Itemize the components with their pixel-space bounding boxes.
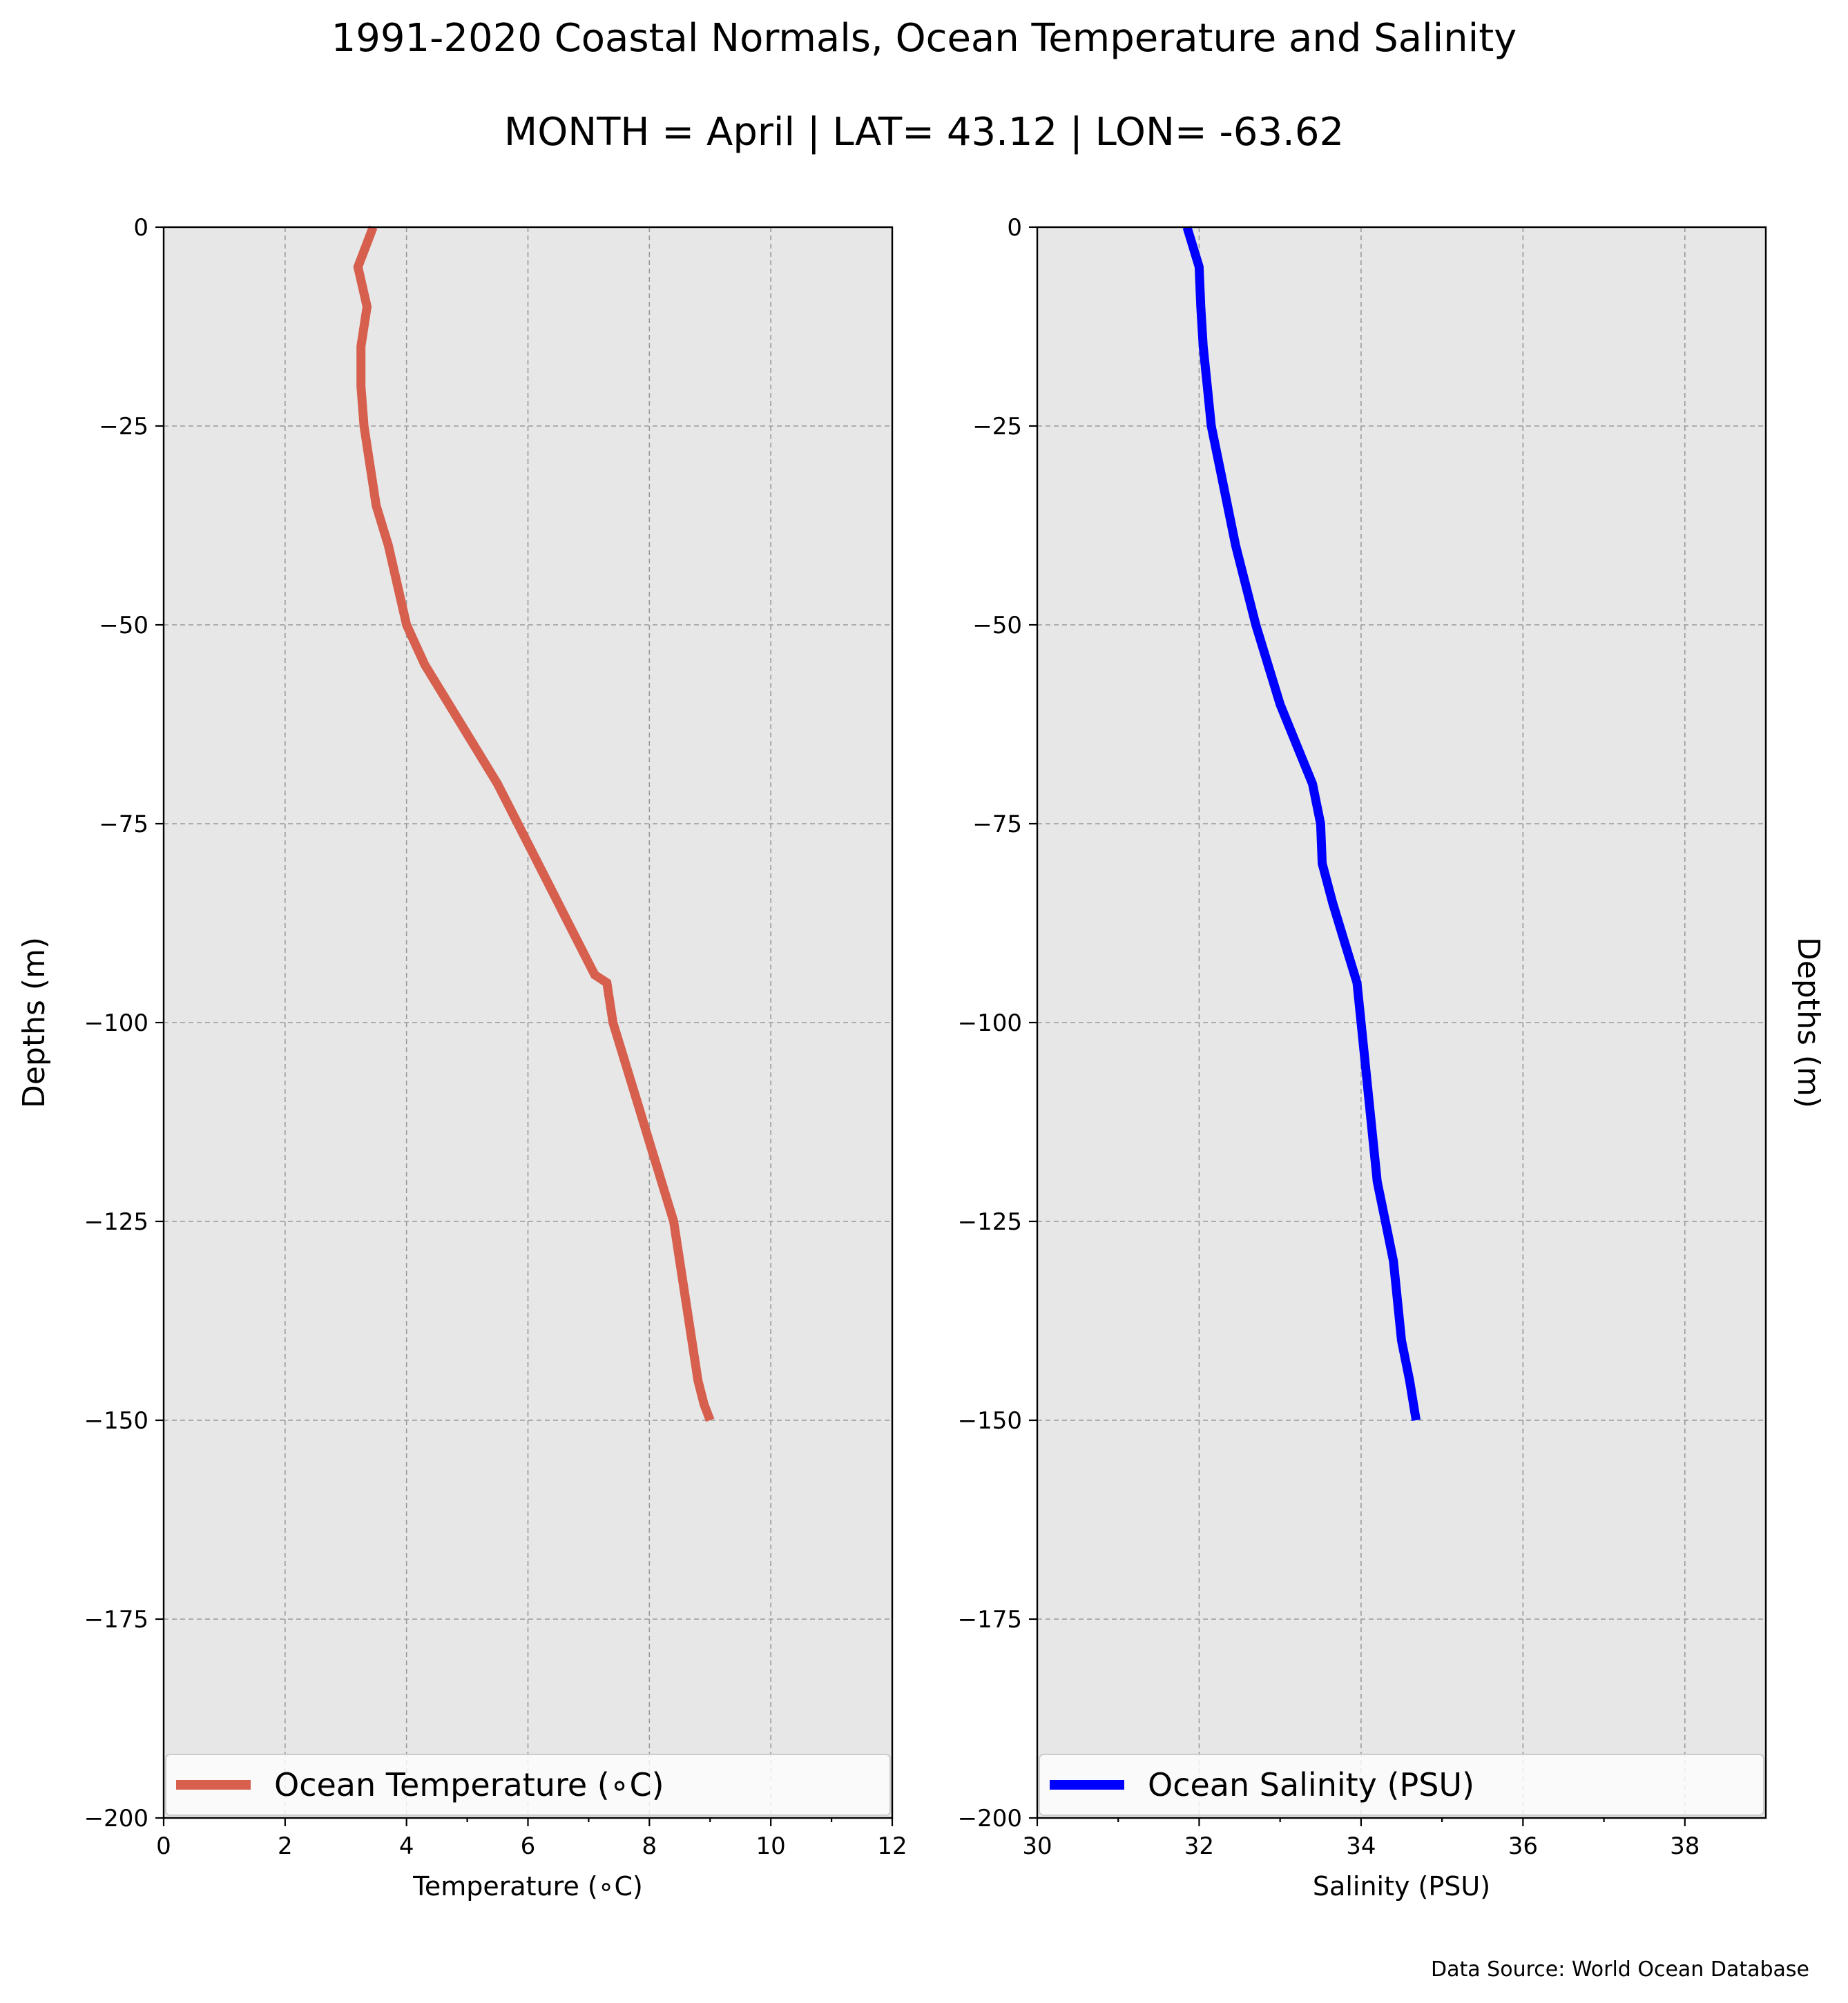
temperature-xtick-label: 8 [642, 1832, 657, 1860]
salinity-ytick-label: −25 [972, 413, 1022, 441]
salinity-y-axis-label: Depths (m) [1791, 937, 1826, 1108]
chart-title-line1: 1991-2020 Coastal Normals, Ocean Tempera… [331, 16, 1517, 61]
salinity-ytick-label: −150 [958, 1407, 1022, 1435]
temperature-ytick-label: −75 [99, 811, 148, 838]
salinity-xtick-label: 36 [1508, 1832, 1538, 1860]
salinity-panel: Ocean Salinity (PSU) 30 32 34 36 38 0 −25 −50 −75… [958, 214, 1826, 1902]
salinity-legend [1039, 1754, 1764, 1816]
temperature-xtick-label: 2 [278, 1832, 293, 1860]
salinity-ytick-label: −200 [958, 1805, 1022, 1832]
temperature-y-axis-label: Depths (m) [17, 937, 52, 1108]
salinity-xtick-label: 38 [1670, 1832, 1700, 1860]
salinity-ytick-label: −100 [958, 1009, 1022, 1037]
temperature-ytick-label: −25 [99, 413, 148, 441]
temperature-x-axis-label: Temperature (∘C) [412, 1871, 643, 1902]
temperature-panel: Ocean Temperature (∘C) 0 2 4 6 8 10 12 0 −25 −50 −7… [17, 214, 907, 1902]
salinity-legend-label: Ocean Salinity (PSU) [1148, 1766, 1474, 1803]
salinity-ytick-label: −125 [958, 1208, 1022, 1236]
temperature-xtick-label: 12 [877, 1832, 907, 1860]
salinity-xtick-label: 30 [1022, 1832, 1052, 1860]
salinity-ytick-label: −75 [972, 811, 1022, 838]
salinity-x-axis-label: Salinity (PSU) [1313, 1871, 1490, 1902]
salinity-xtick-label: 32 [1184, 1832, 1214, 1860]
temperature-xtick-label: 0 [156, 1832, 171, 1860]
source-note: Data Source: World Ocean Database [1431, 1957, 1809, 1982]
salinity-xtick-label: 34 [1346, 1832, 1376, 1860]
temperature-xtick-label: 6 [521, 1832, 536, 1860]
temperature-ytick-label: −50 [99, 612, 148, 639]
temperature-legend [165, 1754, 891, 1816]
salinity-ytick-label: −175 [958, 1606, 1022, 1634]
salinity-ytick-label: −50 [972, 612, 1022, 639]
temperature-xtick-label: 4 [399, 1832, 414, 1860]
temperature-ytick-label: −175 [84, 1606, 148, 1634]
temperature-ytick-label: −125 [84, 1208, 148, 1236]
chart-title-line2: MONTH = April | LAT= 43.12 | LON= -63.62 [504, 110, 1344, 155]
temperature-series-line [353, 225, 715, 1422]
temperature-ytick-label: 0 [133, 214, 148, 242]
temperature-xtick-label: 10 [756, 1832, 786, 1860]
salinity-ytick-label: 0 [1007, 214, 1022, 242]
temperature-ytick-label: −100 [84, 1009, 148, 1037]
salinity-series-line [1182, 226, 1421, 1422]
temperature-ytick-label: −200 [84, 1805, 148, 1832]
temperature-ytick-label: −150 [84, 1407, 148, 1435]
temperature-legend-label: Ocean Temperature (∘C) [274, 1766, 664, 1803]
